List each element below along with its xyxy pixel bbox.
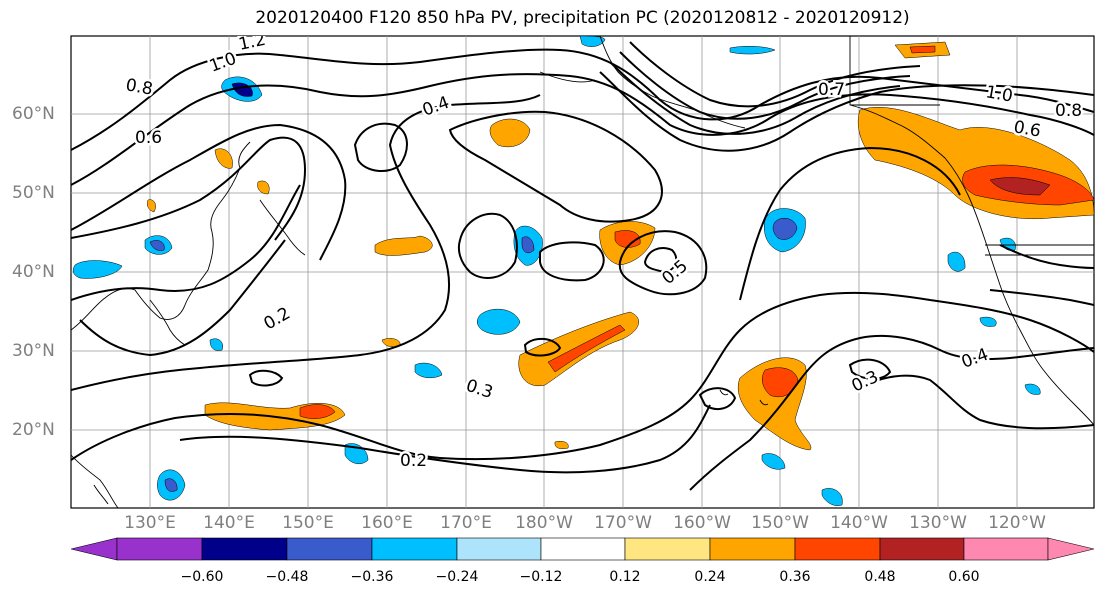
colorbar-bin [540,537,626,561]
lat-label: 30°N [12,341,55,361]
coastlines [71,36,1094,508]
lon-label: 170°E [440,513,492,533]
lat-label: 20°N [12,420,55,440]
contour-label: 0.2 [400,451,427,471]
lat-label: 60°N [12,104,55,124]
colorbar-tick-label: −0.36 [350,569,394,585]
colorbar-tick-label: −0.48 [265,569,309,585]
lon-label: 160°W [673,513,731,533]
colorbar-tick-label: 0.12 [609,569,641,585]
lon-label: 150°W [751,513,809,533]
colorbar-bin [116,537,203,561]
colorbar-tick-label: −0.12 [519,569,563,585]
colorbar-tick-label: 0.36 [779,569,811,585]
colorbar-extend-low [70,537,118,561]
colorbar-tick-label: 0.48 [864,569,896,585]
lon-label: 160°E [361,513,413,533]
colorbar-tick-label: 0.60 [948,569,980,585]
contour-label: 0.8 [1055,101,1082,121]
lon-label: 150°E [282,513,334,533]
colorbar-bin [709,537,796,561]
lon-label: 130°W [909,513,967,533]
lon-label: 130°E [124,513,176,533]
colorbar-bin [794,537,881,561]
colorbar-extend-high [1047,537,1095,561]
lon-label: 140°E [203,513,255,533]
colorbar-bin [963,537,1049,561]
lon-label: 120°W [988,513,1046,533]
contour-label: 0.7 [818,80,845,100]
colorbar-bin [456,537,542,561]
lat-label: 50°N [12,183,55,203]
pv-contours [71,41,1094,491]
colorbar-tick-label: −0.24 [435,569,479,585]
map-title: 2020120400 F120 850 hPa PV, precipitatio… [255,8,910,28]
colorbar-tick-label: −0.60 [180,569,224,585]
colorbar-tick-label: 0.24 [694,569,726,585]
colorbar [70,537,1095,561]
lon-label: 140°W [830,513,888,533]
contour-label: 0.6 [135,128,162,148]
colorbar-bin [201,537,288,561]
colorbar-bin [879,537,965,561]
lat-label: 40°N [12,262,55,282]
lon-label: 180°W [515,513,573,533]
colorbar-bin [286,537,373,561]
colorbar-bin [371,537,458,561]
colorbar-bin [624,537,711,561]
lon-label: 170°W [594,513,652,533]
